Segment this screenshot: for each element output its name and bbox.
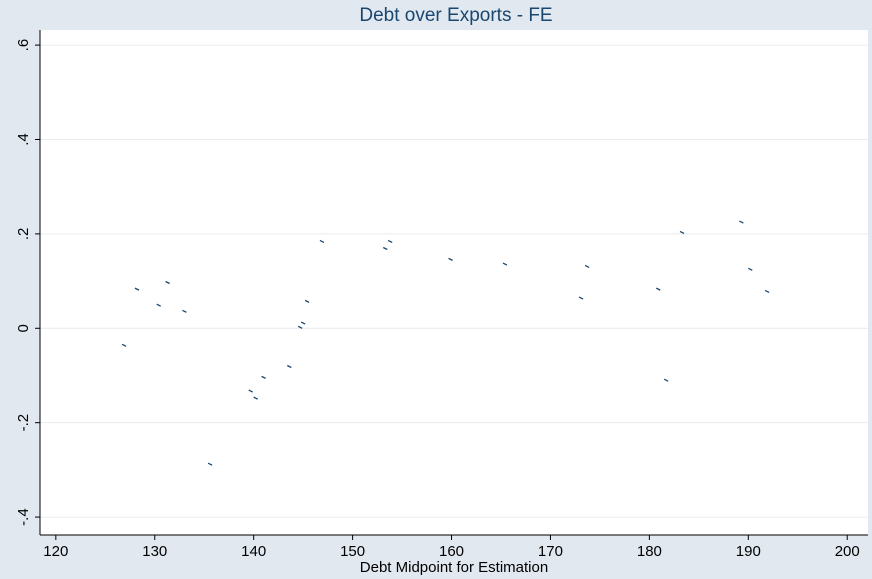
point (747, 267, 753, 271)
point (764, 289, 770, 294)
x-axis-label: Debt Midpoint for Estimation (360, 559, 548, 576)
chart-title: Debt over Exports - FE (359, 5, 552, 26)
x-tick-label: 120 (43, 543, 68, 560)
x-tick-label: 190 (736, 543, 761, 560)
x-tick-label: 160 (439, 543, 464, 560)
point (286, 364, 292, 369)
x-tick-label: 200 (835, 543, 860, 560)
point (134, 287, 140, 291)
point (382, 246, 388, 251)
point (121, 343, 127, 347)
point (300, 321, 306, 325)
point (253, 396, 258, 400)
x-tick-label: 130 (142, 543, 167, 560)
x-tick-label: 170 (538, 543, 563, 560)
y-tick-label: .6 (15, 39, 32, 52)
point (248, 389, 254, 393)
y-tick-label: -.4 (15, 508, 32, 526)
y-tick-label: -.2 (15, 414, 32, 432)
x-tick-label: 180 (637, 543, 662, 560)
point (502, 262, 508, 266)
point (679, 230, 685, 235)
point (319, 239, 325, 244)
x-tick-label: 140 (241, 543, 266, 560)
point (584, 264, 590, 269)
point (261, 375, 266, 379)
y-tick-label: 0 (15, 324, 32, 332)
point (578, 296, 584, 300)
plot-area (40, 30, 868, 535)
y-tick-label: .2 (15, 228, 32, 241)
point (304, 299, 310, 303)
point (165, 280, 170, 285)
x-tick-label: 150 (340, 543, 365, 560)
point (207, 462, 213, 466)
point (387, 239, 393, 244)
y-tick-label: .4 (15, 133, 32, 146)
point (448, 257, 453, 261)
point (156, 303, 162, 307)
point (655, 287, 661, 291)
point (182, 309, 187, 313)
point (663, 378, 669, 382)
point (739, 220, 744, 224)
point (297, 325, 303, 329)
